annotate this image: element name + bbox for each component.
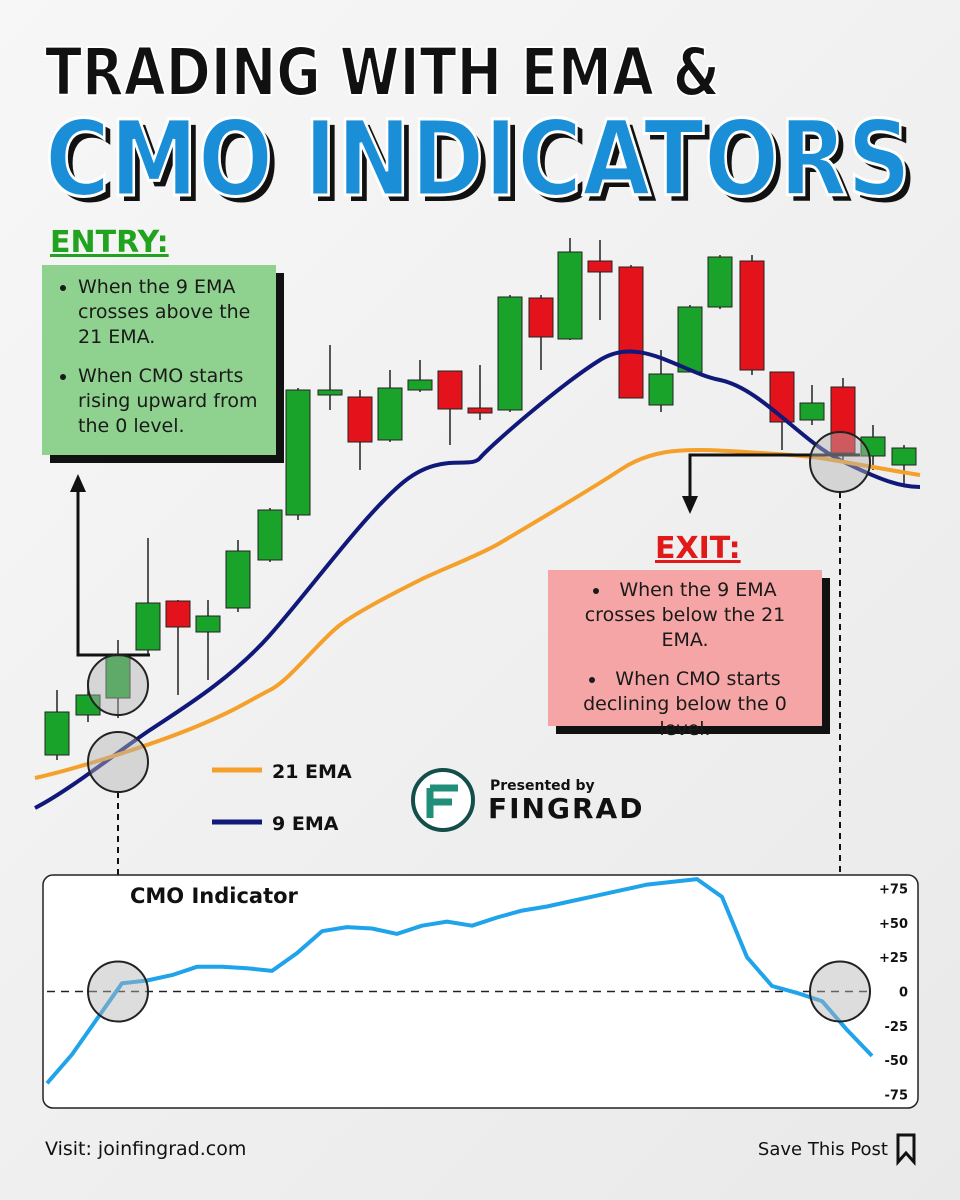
legend-label: 21 EMA [272, 761, 352, 783]
entry-box: When the 9 EMA crosses above the 21 EMA.… [42, 265, 276, 455]
arrowhead [70, 474, 86, 492]
brand-logo-mark [426, 784, 458, 818]
bookmark-icon[interactable] [896, 1133, 916, 1166]
title-line2: CMO INDICATORS [45, 98, 911, 220]
candle-body [105, 654, 131, 699]
candle-body [799, 402, 825, 421]
candle-body [75, 694, 101, 716]
candle-body [648, 373, 674, 406]
candle-body [528, 297, 554, 338]
brand-name: FINGRAD [488, 792, 644, 825]
y-tick-label: -75 [885, 1088, 909, 1103]
title-line1: TRADING WITH EMA & [45, 34, 720, 111]
candle-body [467, 407, 493, 414]
candle-body [739, 260, 765, 371]
cmo-chart: +75 +50 +25 0 -25 -50 -75 [45, 877, 909, 1103]
candle-body [437, 370, 463, 410]
highlight-circle [87, 731, 149, 793]
exit-point: When the 9 EMA crosses below the 21 EMA. [562, 578, 808, 653]
candle-body [557, 251, 583, 340]
legend-label: 9 EMA [272, 813, 339, 835]
y-tick-label: -25 [885, 1020, 909, 1035]
candle-body [135, 602, 161, 651]
candle-body [769, 371, 795, 423]
candle-body [677, 306, 703, 373]
y-tick-label: 0 [899, 986, 908, 1001]
y-tick-label: +50 [879, 917, 908, 932]
exit-point: When CMO starts declining below the 0 le… [562, 667, 808, 742]
cmo-title: CMO Indicator [130, 884, 299, 908]
candles [44, 238, 917, 760]
candle-body [497, 296, 523, 411]
candle-body [257, 509, 283, 561]
exit-title: EXIT: [655, 531, 741, 566]
candle-body [377, 387, 403, 441]
candle-body [285, 389, 311, 516]
candle-body [860, 436, 886, 457]
y-tick-label: +75 [879, 883, 908, 898]
candle-body [195, 615, 221, 633]
candle-body [707, 256, 733, 308]
entry-point: When CMO starts rising upward from the 0… [78, 364, 262, 439]
candle-body [407, 379, 433, 391]
highlight-circle [809, 960, 871, 1023]
entry-arrow [76, 488, 150, 657]
candle-body [225, 550, 251, 609]
candle-body [587, 260, 613, 273]
candle-body [830, 386, 856, 454]
exit-arrow [688, 453, 860, 500]
title-shadow: CMO INDICATORS [51, 104, 917, 226]
ema-21 [34, 447, 921, 780]
cmo-line [45, 877, 874, 1085]
highlight-circle [809, 431, 871, 493]
footer-visit: Visit: joinfingrad.com [45, 1138, 246, 1160]
ema-9 [34, 349, 921, 810]
candle-body [347, 396, 373, 443]
candle-body [44, 711, 70, 756]
candle-body [891, 447, 917, 466]
highlight-circle [87, 960, 149, 1023]
exit-box: When the 9 EMA crosses below the 21 EMA.… [548, 570, 822, 740]
entry-point: When the 9 EMA crosses above the 21 EMA. [78, 275, 262, 350]
entry-title: ENTRY: [50, 225, 169, 260]
candle-body [618, 266, 644, 399]
arrowhead [682, 496, 698, 514]
footer-save: Save This Post [758, 1139, 888, 1160]
cmo-panel [42, 874, 919, 1109]
y-tick-label: +25 [879, 951, 908, 966]
highlight-circle [87, 654, 149, 716]
y-tick-label: -50 [885, 1054, 909, 1069]
candle-body [165, 600, 191, 628]
brand-presented: Presented by [490, 778, 595, 794]
candle-body [317, 389, 343, 396]
